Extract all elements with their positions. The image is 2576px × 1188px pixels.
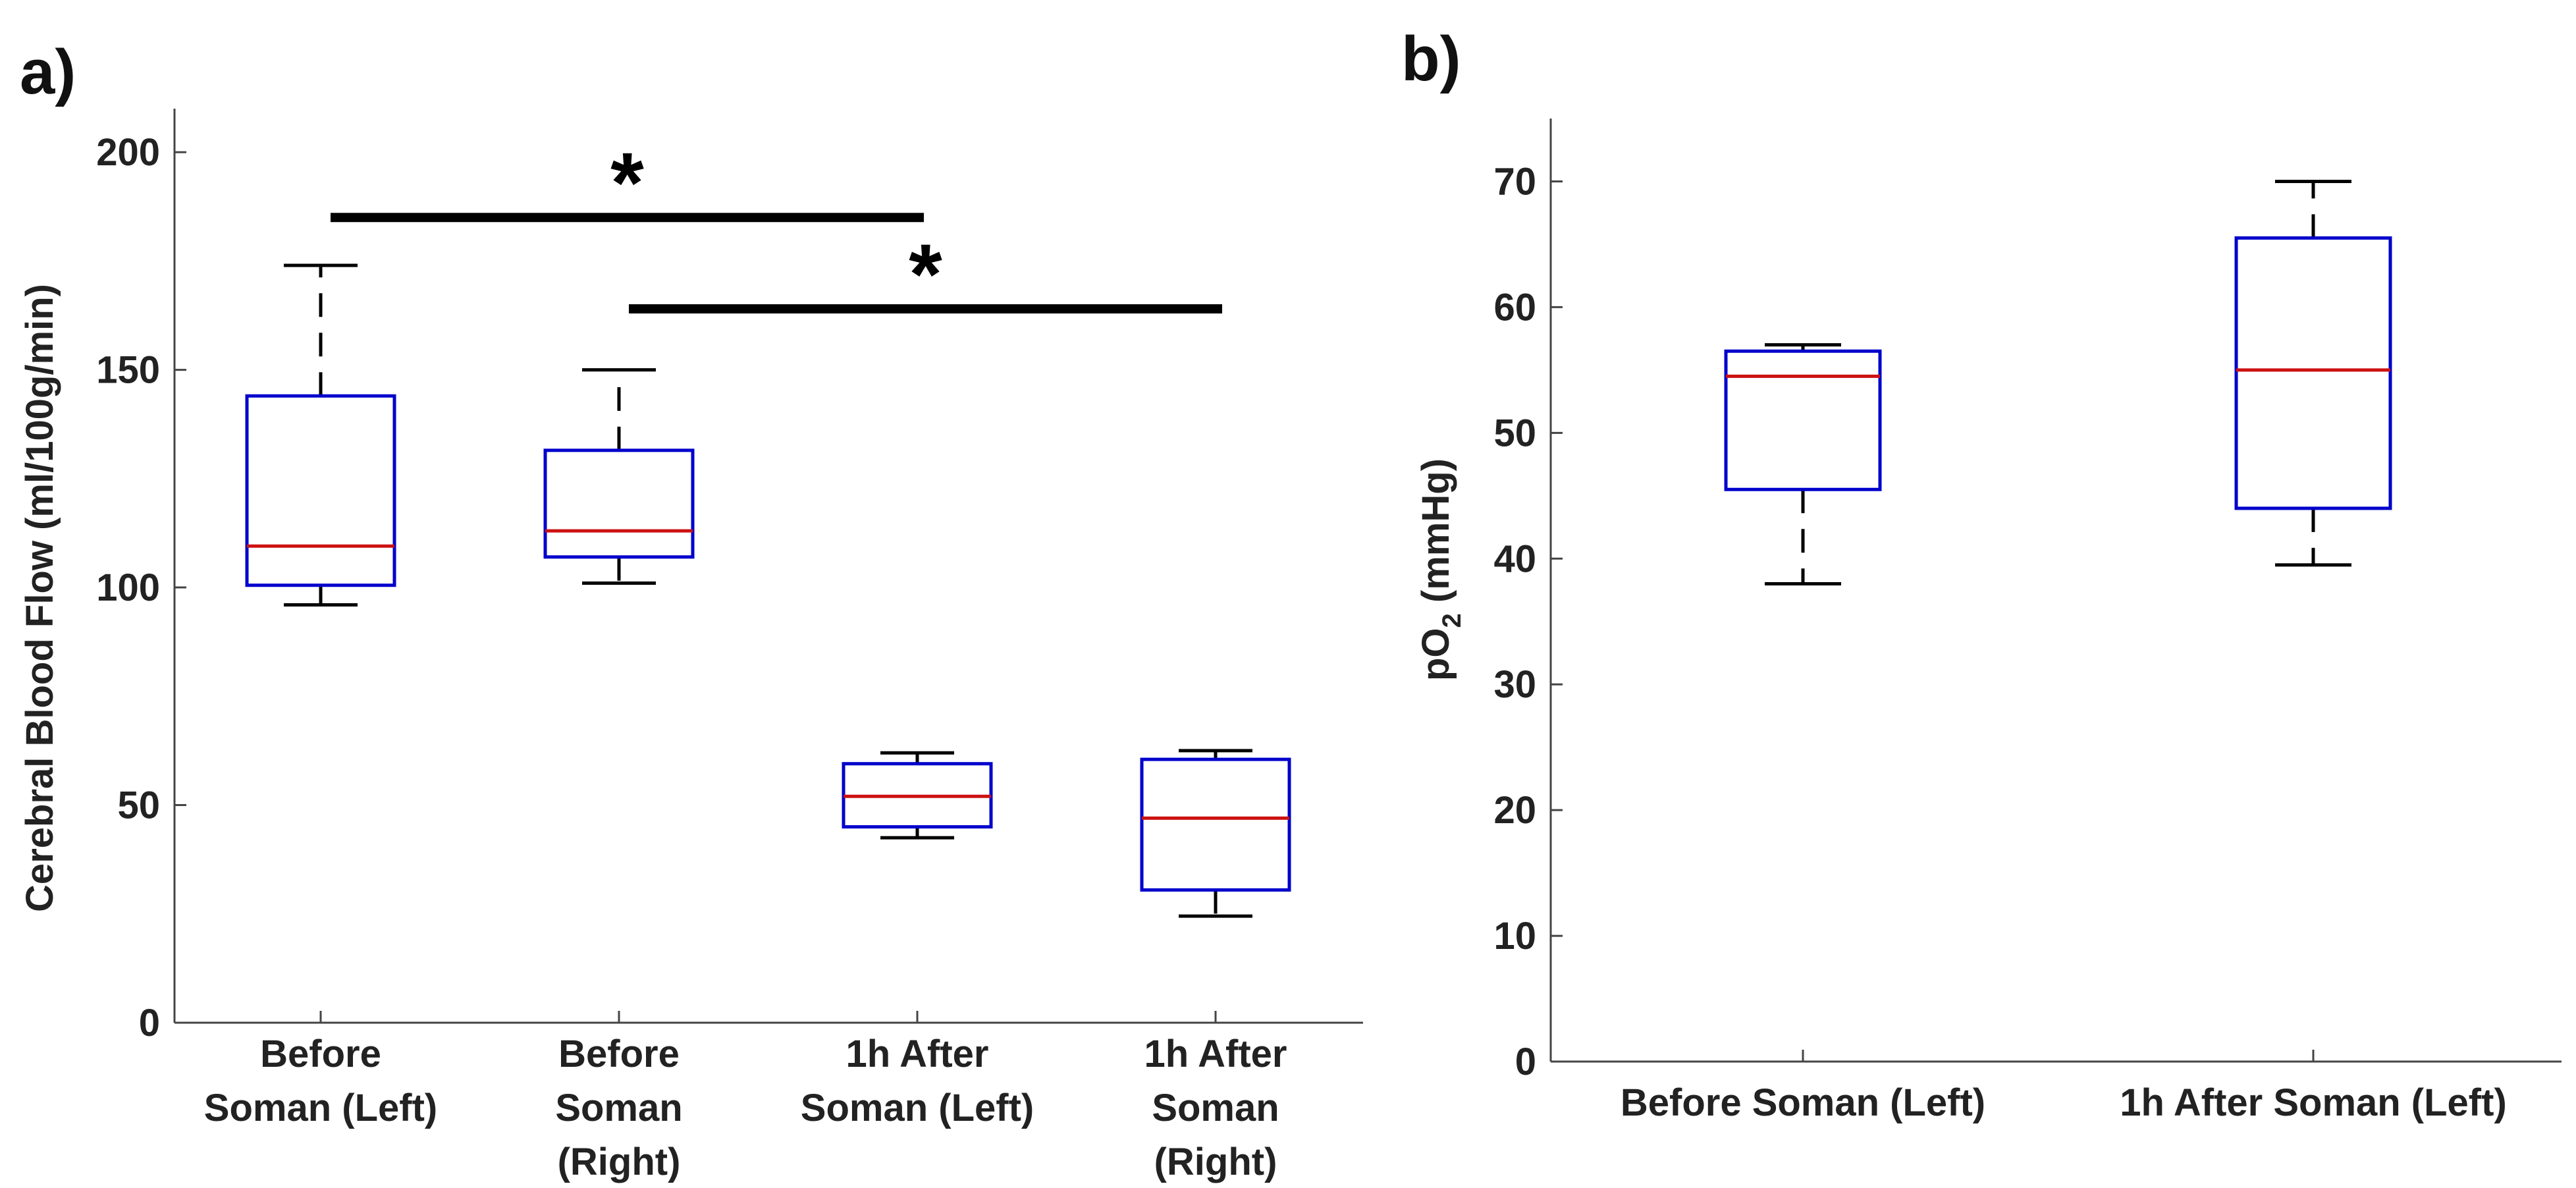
- panel-a-category-label: (Right): [558, 1141, 681, 1183]
- panel-b-y-tick-label: 20: [1493, 789, 1536, 832]
- panel-a-category-label: 1h After: [846, 1033, 989, 1075]
- panel-b-box: [2234, 236, 2392, 510]
- panel-a-category-label: Before: [260, 1033, 381, 1075]
- panel-b-y-axis-label: pO2 (mmHg): [1414, 458, 1466, 681]
- panel-a-cbf-boxplot: a) Cerebral Blood Flow (ml/100g/min) 0 50…: [18, 37, 1363, 1183]
- panel-b-y-tick-label: 70: [1493, 160, 1536, 203]
- panel-b-y-tick-label: 0: [1515, 1040, 1536, 1083]
- panel-a-category-label: 1h After: [1144, 1033, 1287, 1075]
- panel-a-box: [543, 448, 695, 559]
- panel-b-po2-boxplot: b) pO2 (mmHg) 0 10 20 30 40 50 60 70 Before Soma…: [1401, 24, 2562, 1124]
- panel-a-y-tick-label: 200: [96, 131, 160, 174]
- panel-b-y-tick-label: 50: [1493, 412, 1536, 454]
- panel-b-y-tick-label: 10: [1493, 915, 1536, 958]
- panel-b-y-axis-label-unit: (mmHg): [1414, 458, 1457, 613]
- panel-a-category-label: Soman (Left): [204, 1087, 437, 1129]
- panel-b-y-axis-label-subscript: 2: [1437, 613, 1466, 628]
- panel-a-category-label: Before: [558, 1033, 680, 1075]
- panel-a-category-label: Soman: [555, 1087, 682, 1129]
- panel-b-y-tick-label: 60: [1493, 286, 1536, 329]
- panel-a-category-label: Soman (Left): [801, 1087, 1034, 1129]
- panel-b-category-label: Before Soman (Left): [1621, 1081, 1985, 1124]
- panel-a-box: [1140, 757, 1291, 892]
- panel-b-y-axis-label-main: pO: [1414, 628, 1457, 681]
- panel-b-box: [1724, 349, 1882, 491]
- panel-a-y-tick-label: 150: [96, 349, 160, 392]
- panel-a-box: [245, 394, 396, 587]
- panel-a-category-label: (Right): [1154, 1141, 1277, 1183]
- panel-b-y-tick-label: 30: [1493, 663, 1536, 706]
- panel-a-significance-star: *: [610, 134, 644, 230]
- panel-b-category-label: 1h After Soman (Left): [2120, 1081, 2507, 1124]
- panel-a-y-axis-label: Cerebral Blood Flow (ml/100g/min): [18, 284, 61, 912]
- panel-b-label: b): [1401, 24, 1461, 94]
- panel-a-y-tick-label: 0: [139, 1002, 160, 1044]
- panel-a-y-tick-label: 100: [96, 566, 160, 609]
- panel-a-y-tick-label: 50: [117, 784, 160, 827]
- panel-a-category-label: Soman: [1152, 1087, 1279, 1129]
- panel-b-y-tick-label: 40: [1493, 537, 1536, 580]
- panel-a-label: a): [20, 37, 76, 107]
- panel-a-significance-star: *: [909, 226, 942, 322]
